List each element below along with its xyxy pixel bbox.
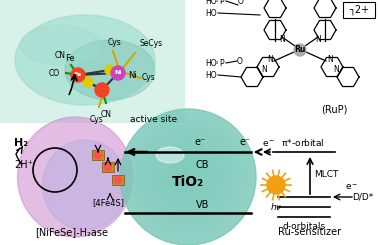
Text: Fe: Fe	[73, 73, 81, 77]
Text: MLCT: MLCT	[314, 170, 338, 179]
Circle shape	[146, 135, 227, 216]
Text: e⁻: e⁻	[194, 137, 206, 147]
FancyBboxPatch shape	[112, 175, 124, 185]
Text: Ni: Ni	[114, 71, 122, 75]
Text: [NiFeSe]-H₂ase: [NiFeSe]-H₂ase	[36, 227, 108, 237]
Text: CO: CO	[49, 69, 60, 77]
Circle shape	[111, 66, 125, 80]
Circle shape	[294, 44, 306, 56]
Text: N: N	[315, 35, 321, 44]
Ellipse shape	[20, 25, 100, 65]
Text: N: N	[261, 65, 267, 74]
Circle shape	[129, 118, 246, 235]
Circle shape	[133, 122, 242, 231]
Circle shape	[175, 164, 194, 183]
Circle shape	[163, 152, 208, 197]
Text: (RuP): (RuP)	[322, 105, 348, 115]
Circle shape	[158, 147, 213, 202]
Circle shape	[154, 143, 218, 207]
Circle shape	[171, 160, 198, 187]
Circle shape	[141, 130, 232, 221]
Ellipse shape	[15, 15, 155, 105]
Text: active site: active site	[130, 115, 177, 124]
Circle shape	[83, 77, 93, 87]
Circle shape	[150, 139, 222, 211]
Circle shape	[167, 156, 203, 192]
Circle shape	[267, 176, 285, 194]
Text: VB: VB	[196, 200, 209, 210]
Text: HO: HO	[205, 0, 217, 5]
Circle shape	[71, 68, 85, 82]
Text: $_2$: $_2$	[215, 0, 219, 5]
Text: Ni: Ni	[128, 72, 137, 81]
Text: Cys: Cys	[108, 38, 122, 47]
Text: CN: CN	[55, 51, 66, 60]
Text: Fe: Fe	[65, 54, 75, 63]
Ellipse shape	[42, 140, 127, 230]
Ellipse shape	[156, 147, 184, 163]
Circle shape	[120, 109, 256, 245]
Text: e$^-$: e$^-$	[345, 182, 359, 192]
Text: P: P	[219, 59, 224, 68]
Text: $_2$: $_2$	[215, 59, 219, 67]
Text: D/D*: D/D*	[352, 193, 373, 201]
Circle shape	[180, 169, 189, 178]
Ellipse shape	[17, 117, 133, 237]
FancyBboxPatch shape	[188, 0, 378, 123]
Text: P: P	[219, 0, 224, 5]
Text: HO: HO	[205, 9, 217, 17]
Circle shape	[124, 113, 251, 240]
Text: Ru: Ru	[294, 46, 306, 54]
Text: N: N	[279, 35, 285, 44]
Text: O: O	[238, 0, 244, 7]
Circle shape	[115, 176, 121, 184]
Text: N: N	[327, 54, 333, 63]
Text: Cys: Cys	[142, 74, 156, 83]
Text: SeCys: SeCys	[140, 39, 163, 48]
Text: [4Fe4S]: [4Fe4S]	[92, 198, 124, 207]
Text: e$^-$  π*-orbital: e$^-$ π*-orbital	[262, 137, 325, 148]
FancyBboxPatch shape	[102, 162, 114, 172]
Text: CB: CB	[196, 160, 209, 170]
Text: O: O	[237, 58, 243, 66]
Text: TiO₂: TiO₂	[172, 175, 204, 189]
Text: ┐2+: ┐2+	[349, 5, 369, 15]
Text: e⁻: e⁻	[239, 137, 251, 147]
Text: N: N	[333, 65, 339, 74]
Text: HO: HO	[205, 59, 217, 68]
Circle shape	[95, 83, 109, 97]
Text: hν: hν	[271, 203, 281, 212]
Text: N: N	[267, 54, 273, 63]
Text: HO: HO	[205, 71, 217, 79]
Text: d-orbitals: d-orbitals	[282, 222, 325, 231]
Text: Ru-sensitizer: Ru-sensitizer	[279, 227, 342, 237]
Text: Cys: Cys	[90, 115, 104, 124]
Circle shape	[94, 151, 102, 159]
Text: CN: CN	[101, 110, 112, 119]
Ellipse shape	[65, 40, 155, 100]
Text: H₂: H₂	[14, 138, 28, 148]
FancyBboxPatch shape	[343, 2, 375, 18]
Circle shape	[120, 109, 256, 245]
FancyBboxPatch shape	[0, 0, 185, 123]
FancyBboxPatch shape	[92, 150, 104, 160]
Circle shape	[105, 65, 115, 75]
Circle shape	[137, 126, 237, 226]
Text: 2H⁺: 2H⁺	[14, 160, 33, 170]
Circle shape	[104, 163, 112, 171]
